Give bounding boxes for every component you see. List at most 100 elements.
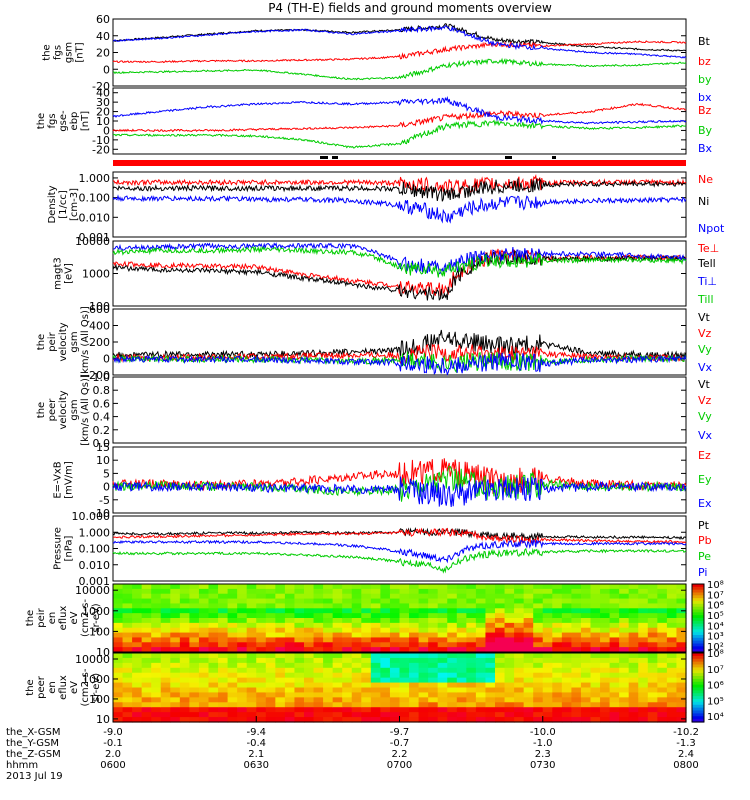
panel-frame [112, 583, 687, 653]
heatmap-cell [380, 672, 391, 679]
heatmap-cell [313, 618, 324, 624]
heatmap-cell [657, 642, 668, 648]
heatmap-cell [122, 677, 133, 684]
colorbar-cell [692, 707, 704, 712]
heatmap-cell [304, 622, 315, 629]
colorbar-label: 10⁴ [707, 621, 724, 632]
colorbar-cell [692, 626, 704, 630]
heatmap-cell [361, 642, 372, 648]
heatmap-cell [265, 598, 276, 605]
heatmap-cell [141, 637, 152, 643]
heatmap-cell [552, 588, 563, 595]
heatmap-cell [600, 697, 611, 703]
heatmap-cell [370, 702, 381, 708]
heatmap-cell [189, 608, 200, 614]
heatmap-cell [198, 692, 210, 698]
heatmap-cell [628, 627, 639, 634]
heatmap-cell [418, 707, 429, 713]
heatmap-cell [495, 682, 506, 689]
heatmap-cell [561, 584, 572, 590]
heatmap-cell [495, 584, 506, 590]
heatmap-cell [676, 657, 687, 664]
heatmap-cell [628, 622, 639, 629]
heatmap-cell [514, 603, 525, 609]
heatmap-cell [170, 618, 181, 624]
heatmap-cell [466, 613, 477, 619]
heatmap-cell [160, 613, 171, 619]
heatmap-cell [122, 584, 133, 590]
heatmap-cell [304, 702, 315, 708]
heatmap-cell [666, 712, 678, 718]
y-tick-label: 200 [89, 336, 110, 349]
heatmap-cell [580, 588, 592, 595]
heatmap-cell [514, 717, 525, 723]
heatmap-cell [189, 647, 200, 653]
heatmap-cell [409, 647, 420, 653]
heatmap-cell [275, 677, 286, 684]
heatmap-cell [370, 598, 381, 605]
heatmap-cell [609, 672, 620, 679]
heatmap-cell [437, 593, 448, 600]
heatmap-cell [122, 603, 133, 609]
heatmap-cell [600, 677, 611, 684]
heatmap-cell [351, 593, 362, 600]
heatmap-cell [284, 697, 296, 703]
heatmap-cell [160, 712, 171, 718]
heatmap-cell [590, 598, 601, 605]
series-line-Ne [112, 173, 687, 195]
heatmap-cell [504, 692, 515, 698]
heatmap-cell [580, 632, 592, 639]
heatmap-cell [571, 647, 582, 653]
heatmap-cell [456, 707, 467, 713]
heatmap-cell [504, 697, 515, 703]
y-axis-label: eV [69, 611, 80, 624]
heatmap-cell [485, 627, 496, 634]
heatmap-cell [504, 647, 515, 653]
y-axis-label: gsm [69, 331, 80, 352]
heatmap-cell [561, 593, 572, 600]
heatmap-cell [304, 672, 315, 679]
heatmap-cell [485, 687, 496, 694]
heatmap-cell [189, 584, 200, 590]
heatmap-cell [523, 677, 534, 684]
heatmap-cell [619, 697, 630, 703]
heatmap-cell [380, 667, 391, 674]
heatmap-cell [122, 717, 133, 723]
heatmap-cell [657, 647, 668, 653]
colorbar-cell [692, 690, 704, 694]
panel-frame [112, 171, 687, 238]
heatmap-cell [409, 598, 420, 605]
heatmap-cell [428, 677, 439, 684]
heatmap-cell [676, 717, 687, 723]
heatmap-cell [265, 677, 276, 684]
heatmap-cell [638, 653, 649, 659]
orbit-y-value: -1.3 [676, 738, 696, 749]
heatmap-cell [475, 642, 487, 648]
heatmap-cell [389, 707, 401, 713]
heatmap-cell [304, 692, 315, 698]
heatmap-cell [246, 712, 257, 718]
heatmap-cell [132, 608, 143, 614]
heatmap-cell [561, 712, 572, 718]
heatmap-cell [323, 603, 334, 609]
heatmap-cell [409, 653, 420, 659]
heatmap-cell [447, 702, 458, 708]
heatmap-cell [151, 662, 162, 669]
heatmap-cell [542, 584, 553, 590]
heatmap-cell [542, 672, 553, 679]
heatmap-cell [208, 672, 219, 679]
heatmap-cell [571, 712, 582, 718]
heatmap-cell [571, 697, 582, 703]
heatmap-cell [571, 717, 582, 723]
heatmap-cell [332, 603, 343, 609]
heatmap-cell [313, 603, 324, 609]
heatmap-cell [600, 642, 611, 648]
heatmap-cell [132, 603, 143, 609]
heatmap-cell [456, 627, 467, 634]
colorbar-cell [692, 653, 704, 657]
heatmap-cell [475, 637, 487, 643]
heatmap-cell [561, 672, 572, 679]
heatmap-cell [361, 682, 372, 689]
quality-marker [552, 156, 556, 159]
heatmap-cell [475, 717, 487, 723]
